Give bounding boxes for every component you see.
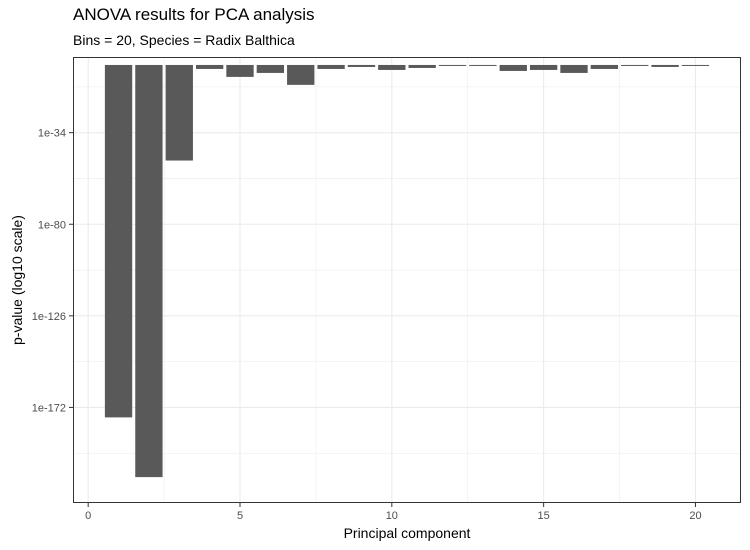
chart-subtitle: Bins = 20, Species = Radix Balthica	[73, 32, 295, 48]
x-tick-label: 20	[689, 510, 701, 522]
bar-pc-6	[256, 64, 285, 73]
bar-pc-5	[226, 64, 254, 77]
bar-pc-3	[165, 64, 193, 161]
bar-pc-10	[378, 64, 406, 70]
x-axis: 0 5 10 15 20	[85, 503, 702, 522]
bar-pc-11	[408, 64, 436, 68]
bar-pc-4	[195, 64, 224, 69]
bar-pc-1	[104, 64, 133, 418]
bar-pc-14	[499, 64, 527, 71]
chart-title: ANOVA results for PCA analysis	[73, 5, 315, 24]
bar-pc-16	[560, 64, 588, 73]
bar-pc-12	[438, 64, 467, 66]
y-axis: 1e-34 1e-80 1e-126 1e-172	[32, 128, 73, 414]
y-axis-title: p-value (log10 scale)	[9, 215, 25, 345]
y-tick-label: 1e-80	[38, 219, 66, 231]
x-tick-label: 5	[237, 510, 243, 522]
x-tick-label: 0	[85, 510, 91, 522]
bar-pc-15	[529, 64, 558, 70]
bar-pc-13	[469, 64, 497, 66]
bar-pc-2	[135, 64, 163, 478]
bar-pc-7	[287, 64, 315, 85]
x-tick-label: 10	[386, 510, 398, 522]
bars	[104, 64, 710, 478]
bar-pc-8	[317, 64, 345, 69]
bar-pc-20	[681, 64, 710, 66]
bar-pc-19	[651, 64, 679, 67]
x-tick-label: 15	[538, 510, 550, 522]
plot-panel-border	[73, 57, 741, 503]
y-tick-label: 1e-172	[32, 402, 66, 414]
minor-gridlines	[73, 57, 741, 503]
bar-pc-9	[347, 64, 376, 67]
bar-pc-18	[621, 64, 649, 66]
y-tick-label: 1e-34	[38, 128, 66, 140]
bar-pc-17	[590, 64, 619, 69]
y-tick-label: 1e-126	[32, 311, 66, 323]
x-axis-title: Principal component	[344, 525, 471, 541]
